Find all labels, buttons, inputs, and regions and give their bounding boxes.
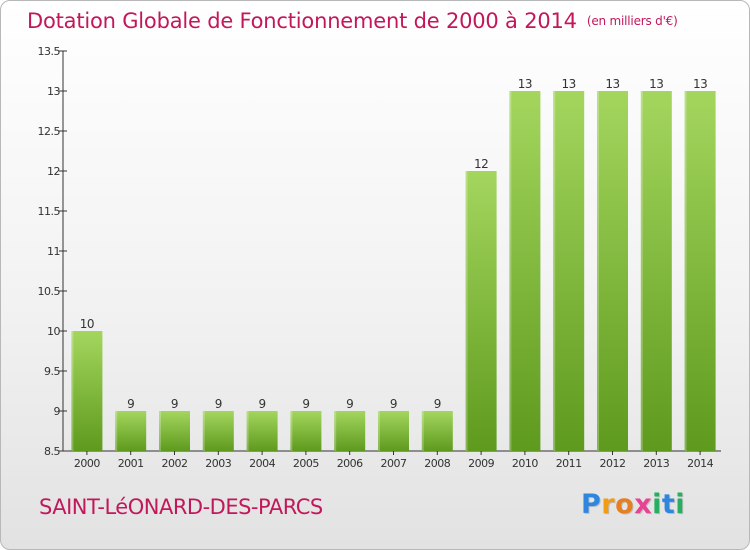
logo-letter: i bbox=[675, 489, 686, 520]
y-tick-label: 9 bbox=[54, 405, 61, 418]
chart-bars: 10 9 9 9 9 9 9 9 9 12 13 13 13 13 13 bbox=[71, 77, 716, 451]
y-tick-label: 12.5 bbox=[38, 125, 61, 138]
chart-title-text: Dotation Globale de Fonctionnement de 20… bbox=[27, 9, 577, 33]
bar-highlight bbox=[290, 411, 293, 451]
bar-highlight bbox=[159, 411, 161, 451]
logo-letter: r bbox=[601, 489, 616, 520]
bar bbox=[115, 411, 147, 451]
x-tick-label: 2012 bbox=[600, 457, 626, 470]
x-tick-label: 2014 bbox=[687, 457, 713, 470]
x-tick-label: 2005 bbox=[293, 457, 319, 470]
x-tick-label: 2009 bbox=[468, 457, 494, 470]
bar-data-label: 10 bbox=[80, 317, 94, 331]
logo-letter: t bbox=[661, 489, 676, 520]
x-tick-label: 2001 bbox=[118, 457, 144, 470]
bar-highlight bbox=[334, 411, 337, 451]
bar bbox=[553, 91, 585, 451]
logo-letter: P bbox=[581, 489, 602, 520]
bar-data-label: 9 bbox=[215, 397, 222, 411]
bar bbox=[290, 411, 322, 451]
proxiti-logo[interactable]: Proxiti bbox=[581, 489, 685, 520]
bar-highlight bbox=[246, 411, 249, 451]
y-tick-label: 10 bbox=[47, 325, 60, 338]
y-tick-label: 13.5 bbox=[38, 45, 61, 58]
bar-data-label: 9 bbox=[259, 397, 266, 411]
bar bbox=[597, 91, 628, 451]
x-tick-label: 2002 bbox=[162, 457, 188, 470]
bar-data-label: 9 bbox=[390, 397, 397, 411]
bar-data-label: 9 bbox=[171, 397, 178, 411]
bar-highlight bbox=[378, 411, 380, 451]
commune-name: SAINT-LéONARD-DES-PARCS bbox=[39, 495, 323, 519]
bar bbox=[421, 411, 453, 451]
logo-letter: o bbox=[615, 489, 635, 520]
y-tick-label: 10.5 bbox=[38, 285, 61, 298]
bar bbox=[202, 411, 234, 451]
bar-highlight bbox=[597, 91, 599, 451]
bar-highlight bbox=[509, 91, 512, 451]
bar bbox=[71, 331, 103, 451]
bar bbox=[159, 411, 190, 451]
x-tick-label: 2011 bbox=[556, 457, 582, 470]
chart-unit: (en milliers d'€) bbox=[586, 14, 678, 28]
bar-data-label: 13 bbox=[605, 77, 619, 91]
x-tick-label: 2013 bbox=[643, 457, 669, 470]
chart-title: Dotation Globale de Fonctionnement de 20… bbox=[27, 9, 678, 33]
bar bbox=[640, 91, 672, 451]
bar bbox=[684, 91, 716, 451]
x-tick-label: 2008 bbox=[424, 457, 450, 470]
bar bbox=[246, 411, 278, 451]
y-tick-label: 8.5 bbox=[44, 445, 60, 458]
bar-highlight bbox=[115, 411, 118, 451]
bar-data-label: 9 bbox=[346, 397, 353, 411]
bar-highlight bbox=[684, 91, 687, 451]
x-tick-label: 2004 bbox=[249, 457, 275, 470]
bar bbox=[465, 171, 497, 451]
y-tick-label: 11 bbox=[47, 245, 60, 258]
x-tick-label: 2007 bbox=[381, 457, 407, 470]
bar-data-label: 13 bbox=[693, 77, 707, 91]
x-tick-label: 2000 bbox=[74, 457, 100, 470]
x-tick-label: 2006 bbox=[337, 457, 363, 470]
bar bbox=[509, 91, 541, 451]
y-tick-label: 11.5 bbox=[38, 205, 61, 218]
bar-data-label: 12 bbox=[474, 157, 488, 171]
bar-highlight bbox=[465, 171, 468, 451]
bar-highlight bbox=[202, 411, 205, 451]
y-tick-label: 13 bbox=[47, 85, 60, 98]
chart-axes: 8.5 9 9.5 10 10.5 11 11.5 12 12.5 13 13.5 2000 2001 2… bbox=[38, 45, 721, 470]
bar-data-label: 9 bbox=[302, 397, 309, 411]
bar bbox=[334, 411, 366, 451]
bar-highlight bbox=[71, 331, 74, 451]
y-tick-label: 12 bbox=[47, 165, 60, 178]
bar bbox=[378, 411, 409, 451]
y-tick-label: 9.5 bbox=[44, 365, 60, 378]
x-tick-label: 2003 bbox=[205, 457, 231, 470]
logo-letter: x bbox=[634, 489, 653, 520]
bar-highlight bbox=[640, 91, 643, 451]
bar-data-label: 9 bbox=[434, 397, 441, 411]
bar-highlight bbox=[553, 91, 556, 451]
bar-data-label: 13 bbox=[649, 77, 663, 91]
bar-data-label: 13 bbox=[562, 77, 576, 91]
bar-data-label: 9 bbox=[127, 397, 134, 411]
logo-letter: i bbox=[652, 489, 662, 520]
bar-data-label: 13 bbox=[518, 77, 532, 91]
bar-highlight bbox=[421, 411, 424, 451]
x-tick-label: 2010 bbox=[512, 457, 538, 470]
